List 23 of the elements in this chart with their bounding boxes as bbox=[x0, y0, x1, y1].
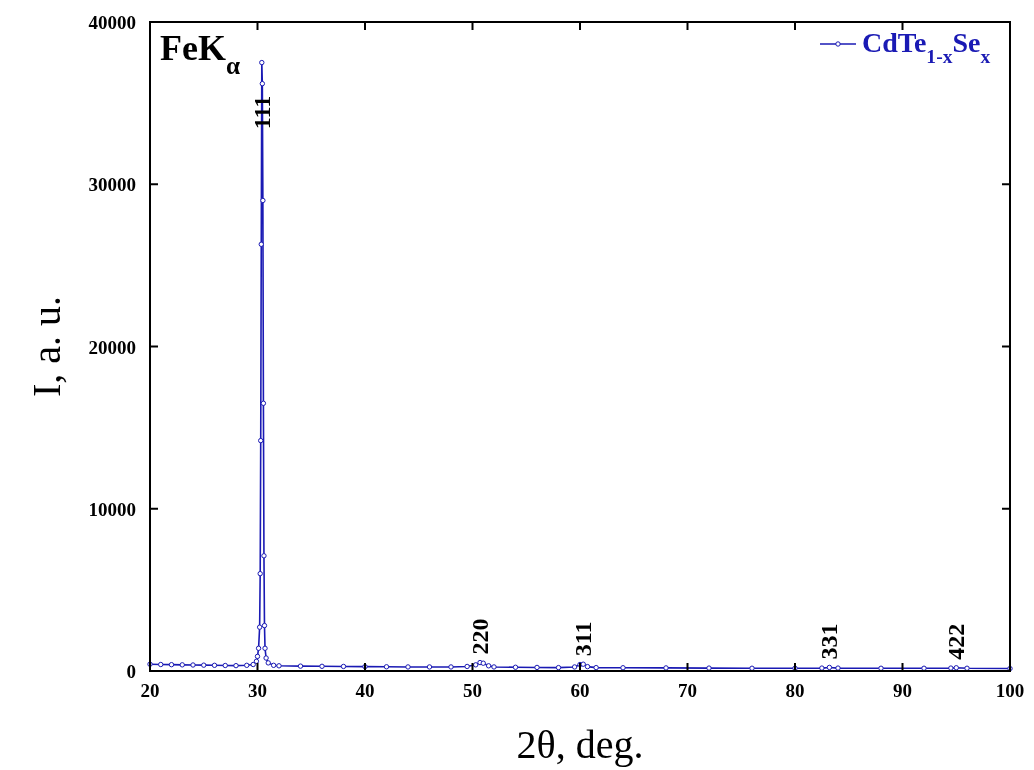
x-tick-label: 80 bbox=[785, 680, 805, 701]
y-tick-label: 10000 bbox=[88, 498, 136, 520]
annotation: 422 bbox=[943, 623, 970, 660]
y-tick-label: 0 bbox=[126, 661, 136, 682]
y-axis-title: I, a. u. bbox=[24, 295, 69, 398]
x-tick-label: 100 bbox=[995, 680, 1025, 701]
x-tick-label: 90 bbox=[893, 680, 912, 701]
x-tick-label: 40 bbox=[355, 680, 375, 701]
x-tick-label: 50 bbox=[463, 680, 482, 701]
y-tick-label: 30000 bbox=[88, 174, 136, 196]
annotation: 220 bbox=[467, 618, 494, 655]
x-tick-label: 60 bbox=[570, 680, 590, 701]
y-tick-label: 20000 bbox=[88, 336, 136, 358]
x-tick-label: 30 bbox=[248, 680, 267, 701]
annotation: 111 bbox=[248, 95, 275, 130]
x-tick-label: 20 bbox=[140, 680, 160, 701]
x-axis-title: 2θ, deg. bbox=[516, 722, 644, 767]
annotation: FeK$_{α}$ bbox=[160, 28, 241, 79]
y-tick-label: 40000 bbox=[88, 12, 136, 33]
annotation: 331 bbox=[816, 623, 843, 660]
legend-label: CdTe$_{1-x}$Se$_{x}$ bbox=[862, 27, 991, 67]
annotation: 311 bbox=[570, 621, 597, 657]
x-tick-label: 70 bbox=[678, 680, 697, 701]
